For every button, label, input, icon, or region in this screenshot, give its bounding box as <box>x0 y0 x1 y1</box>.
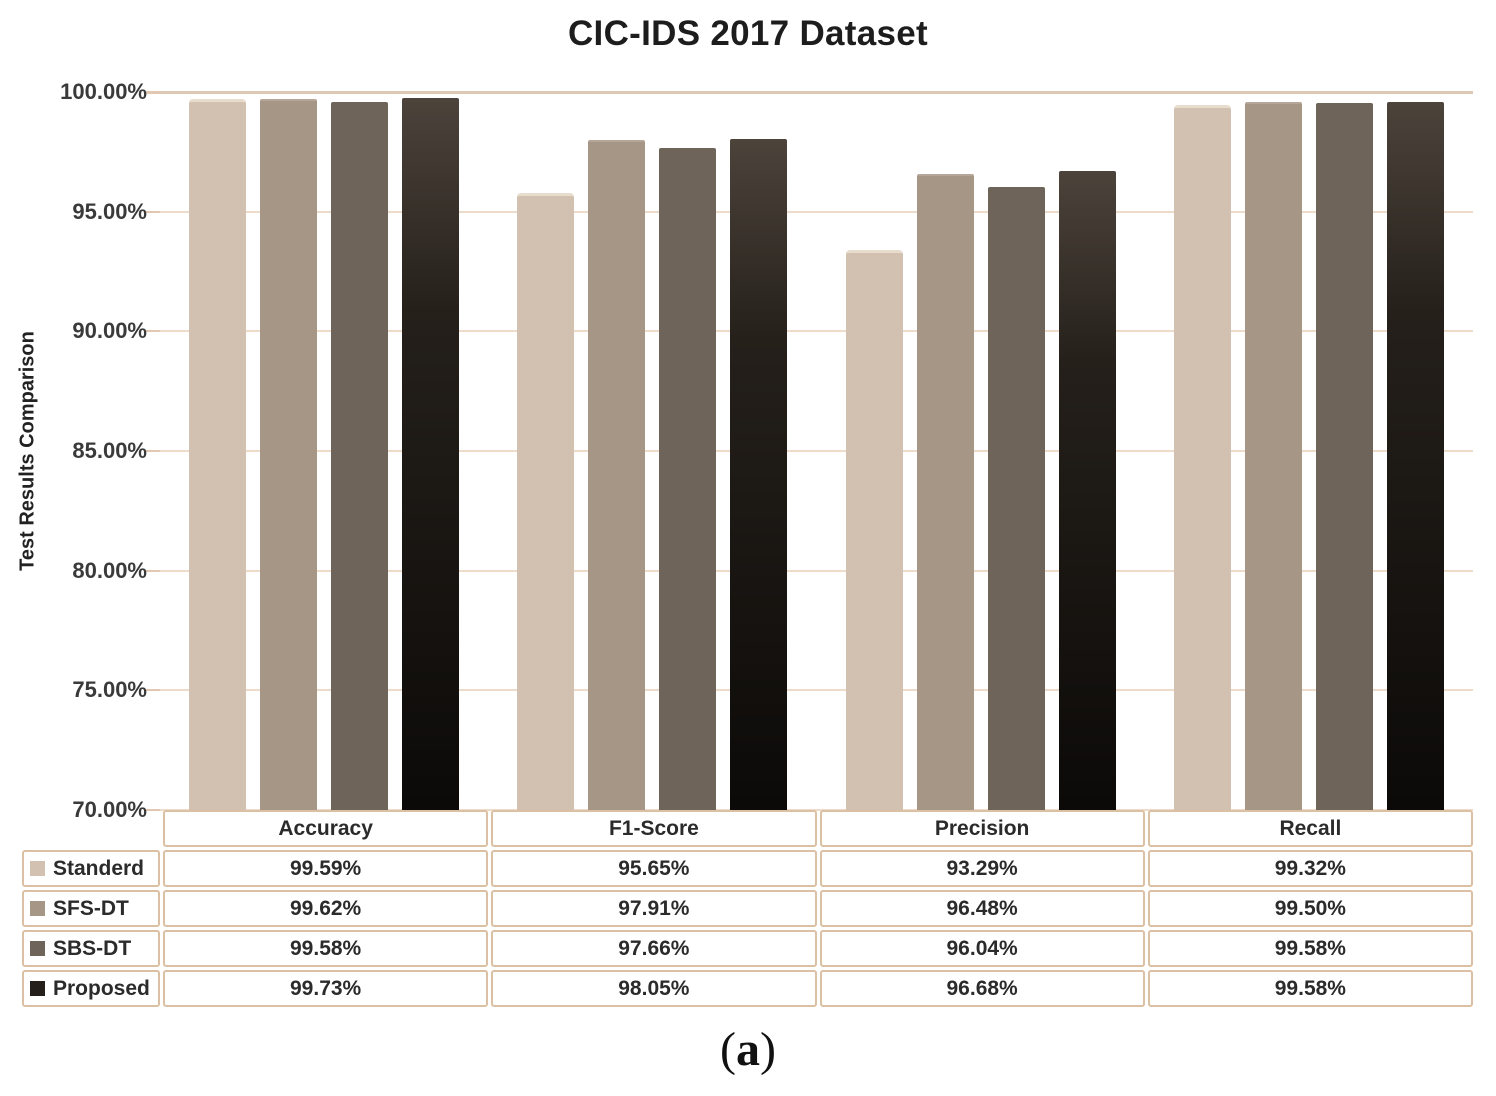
legend-swatch-sfs-dt <box>30 901 45 916</box>
bar-proposed-precision <box>1058 171 1116 810</box>
gridline-95-00- <box>146 210 1473 213</box>
legend-swatch-sbs-dt <box>30 941 45 956</box>
value-cell-sbs-dt-f1-score: 97.66% <box>491 930 817 967</box>
row-label-sbs-dt: SBS-DT <box>22 930 160 967</box>
bar-sfs-dt-precision <box>916 174 974 810</box>
bar-sbs-dt-f1-score <box>659 148 717 810</box>
chart-title: CIC-IDS 2017 Dataset <box>567 14 929 53</box>
y-tick-label-70-00-: 70.00% <box>72 797 147 822</box>
value-cell-standerd-accuracy: 99.59% <box>163 850 489 887</box>
bar-proposed-f1-score <box>730 138 788 810</box>
value-cell-sfs-dt-f1-score: 97.91% <box>491 890 817 927</box>
value-cell-sbs-dt-accuracy: 99.58% <box>163 930 489 967</box>
value-cell-proposed-accuracy: 99.73% <box>163 970 489 1007</box>
value-cell-proposed-precision: 96.68% <box>819 970 1145 1007</box>
value-cell-standerd-precision: 93.29% <box>819 850 1145 887</box>
value-cell-standerd-f1-score: 95.65% <box>491 850 817 887</box>
gridline-80-00- <box>146 569 1473 572</box>
bar-groups-layer <box>160 92 1473 810</box>
column-header-f1-score: F1-Score <box>491 810 817 847</box>
bar-group-accuracy <box>160 92 488 810</box>
value-cell-sfs-dt-accuracy: 99.62% <box>163 890 489 927</box>
series-name-standerd: Standerd <box>53 856 145 880</box>
series-name-proposed: Proposed <box>53 976 150 1000</box>
value-cell-sfs-dt-recall: 99.50% <box>1147 890 1473 927</box>
metrics-table: Accuracy F1-Score Precision Recall Standerd 9… <box>22 810 1473 1007</box>
plot-area: 100.00% 95.00% 90.00% 85.00% 80.00% 75.00% 70.… <box>60 79 1473 822</box>
y-tick-label-90-00-: 90.00% <box>72 318 147 344</box>
y-axis-title: Test Results Comparison <box>16 331 39 571</box>
value-cell-proposed-recall: 99.58% <box>1147 970 1473 1007</box>
row-label-standerd: Standerd <box>22 850 160 887</box>
caption-close-paren: ) <box>760 1023 776 1076</box>
legend-swatch-standerd <box>30 861 45 876</box>
value-cell-sfs-dt-precision: 96.48% <box>819 890 1145 927</box>
gridline-85-00- <box>146 450 1473 452</box>
y-tick-label-75-00-: 75.00% <box>72 677 147 703</box>
row-label-proposed: Proposed <box>22 970 160 1007</box>
value-cell-sbs-dt-precision: 96.04% <box>819 930 1145 967</box>
bar-sbs-dt-accuracy <box>331 102 389 810</box>
bar-group-precision <box>817 92 1145 810</box>
y-tick-label-80-00-: 80.00% <box>72 557 147 583</box>
bar-proposed-accuracy <box>402 98 460 810</box>
y-tick-label-100-00-: 100.00% <box>60 79 147 104</box>
caption-open-paren: ( <box>720 1023 736 1076</box>
bar-standerd-recall <box>1173 105 1231 810</box>
series-name-sbs-dt: SBS-DT <box>53 936 132 960</box>
bar-sfs-dt-accuracy <box>260 99 318 810</box>
gridline-75-00- <box>146 689 1473 692</box>
value-cell-sbs-dt-recall: 99.58% <box>1147 930 1473 967</box>
gridline-100-00- <box>146 91 1473 94</box>
bar-sbs-dt-recall <box>1315 103 1373 810</box>
bar-sbs-dt-precision <box>987 186 1045 810</box>
bar-proposed-recall <box>1386 102 1444 810</box>
legend-swatch-proposed <box>30 981 45 996</box>
column-header-accuracy: Accuracy <box>163 810 489 847</box>
bar-standerd-f1-score <box>517 193 575 810</box>
series-name-sfs-dt: SFS-DT <box>53 896 129 920</box>
bar-standerd-precision <box>845 249 903 810</box>
column-header-precision: Precision <box>819 810 1145 847</box>
table-corner-cell <box>22 810 160 847</box>
bar-sfs-dt-recall <box>1244 101 1302 810</box>
gridline-90-00- <box>146 330 1473 333</box>
bar-sfs-dt-f1-score <box>588 140 646 810</box>
bar-group-recall <box>1145 92 1473 810</box>
column-header-recall: Recall <box>1147 810 1473 847</box>
figure-caption: (a) <box>0 1022 1496 1077</box>
value-cell-standerd-recall: 99.32% <box>1147 850 1473 887</box>
bar-standerd-accuracy <box>189 98 247 810</box>
caption-letter: a <box>736 1023 760 1076</box>
y-tick-label-85-00-: 85.00% <box>72 438 147 463</box>
row-label-sfs-dt: SFS-DT <box>22 890 160 927</box>
bar-group-f1-score <box>488 92 816 810</box>
gridline-70-00- <box>146 809 1473 811</box>
y-tick-label-95-00-: 95.00% <box>72 198 147 224</box>
value-cell-proposed-f1-score: 98.05% <box>491 970 817 1007</box>
